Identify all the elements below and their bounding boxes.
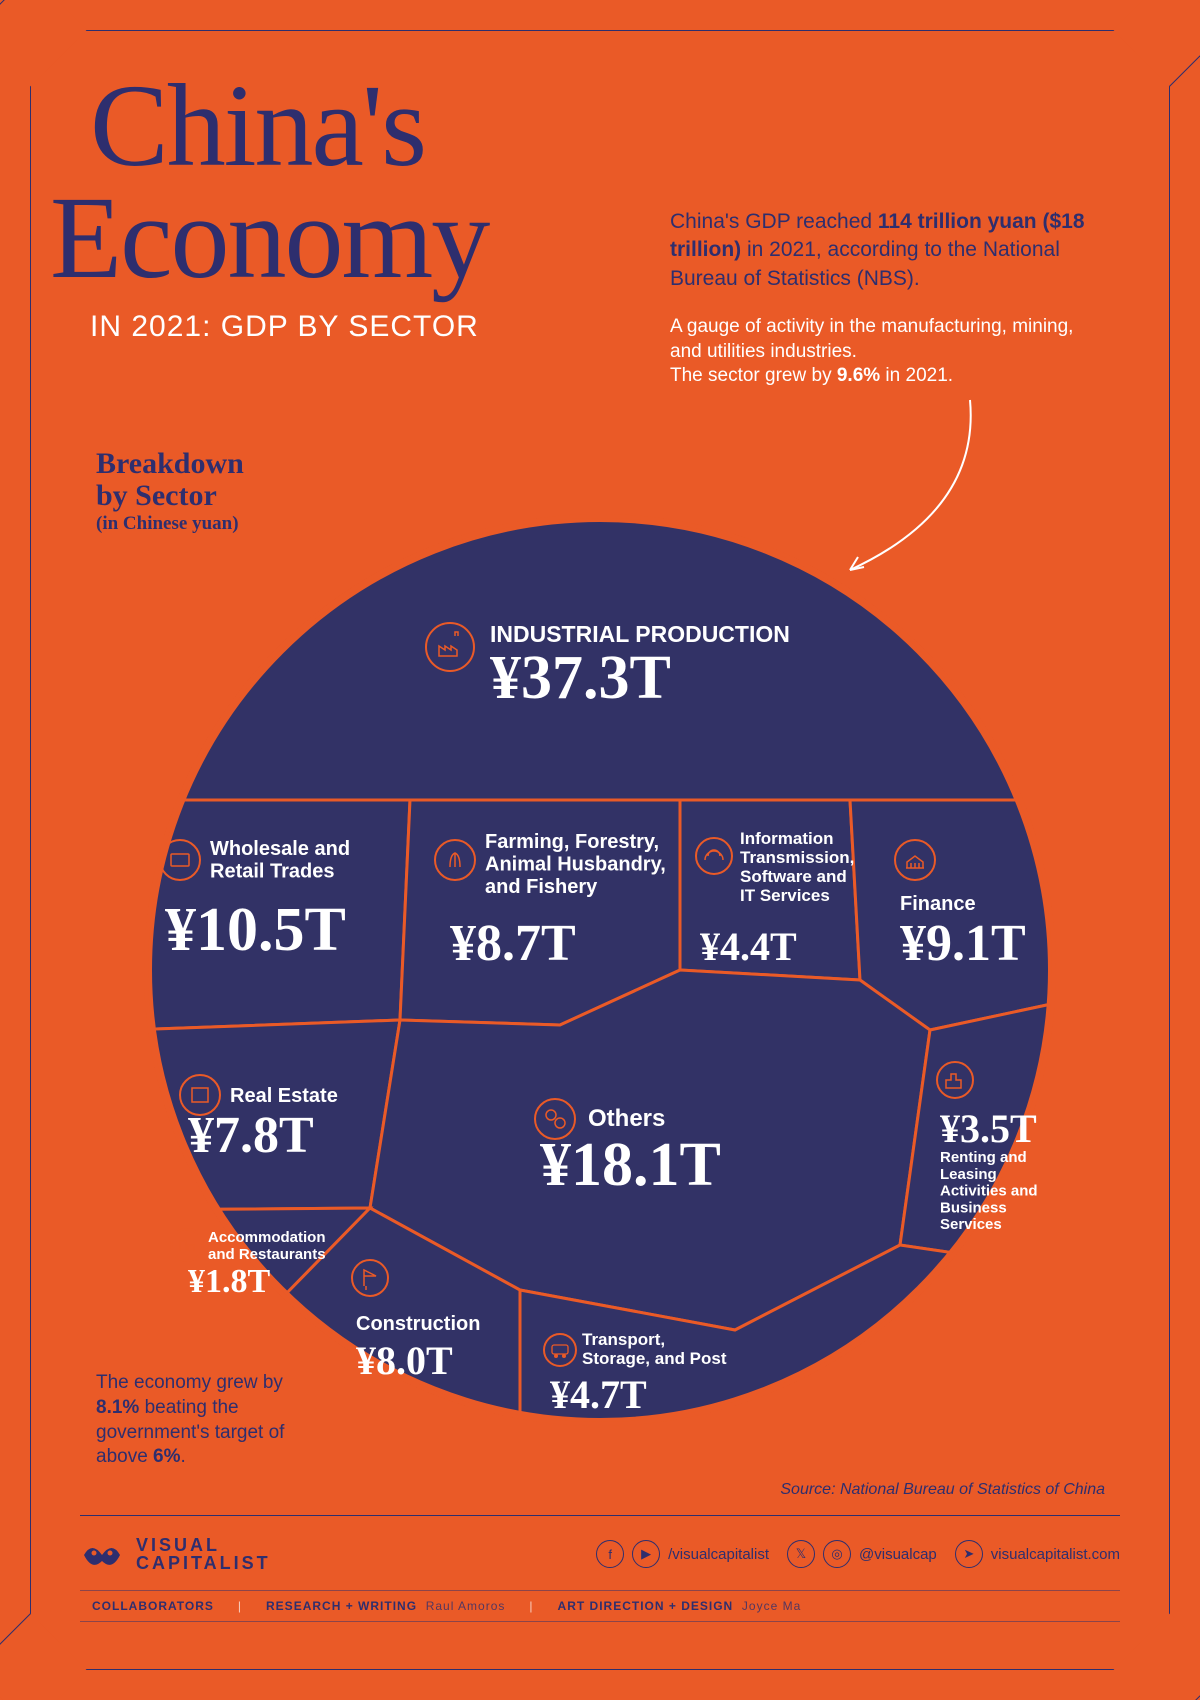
svg-text:¥1.8T: ¥1.8T bbox=[188, 1263, 271, 1300]
svg-text:¥4.7T: ¥4.7T bbox=[550, 1372, 647, 1417]
social-links: f ▶ /visualcapitalist 𝕏 ◎ @visualcap ➤ v… bbox=[596, 1540, 1120, 1568]
intro-text: China's GDP reached 114 trillion yuan ($… bbox=[670, 208, 1110, 389]
svg-text:Wholesale andRetail Trades: Wholesale andRetail Trades bbox=[210, 838, 350, 882]
research-credit: Raul Amoros bbox=[426, 1599, 506, 1613]
voronoi-chart: INDUSTRIAL PRODUCTION ¥37.3T Wholesale a… bbox=[60, 470, 1140, 1470]
frame-corner bbox=[1113, 0, 1200, 87]
footer: VISUAL CAPITALIST f ▶ /visualcapitalist … bbox=[80, 1515, 1120, 1625]
credits-bar: COLLABORATORS | RESEARCH + WRITING Raul … bbox=[80, 1590, 1120, 1622]
intro-paragraph-2: A gauge of activity in the manufacturing… bbox=[670, 315, 1110, 389]
frame-corner bbox=[1113, 1613, 1200, 1700]
svg-text:Renting andLeasingActivities a: Renting andLeasingActivities andBusiness… bbox=[940, 1149, 1038, 1233]
svg-text:Construction: Construction bbox=[356, 1313, 480, 1335]
youtube-icon[interactable]: ▶ bbox=[632, 1540, 660, 1568]
svg-text:¥8.0T: ¥8.0T bbox=[356, 1338, 453, 1383]
brand-logo: VISUAL CAPITALIST bbox=[80, 1536, 271, 1572]
truck-icon bbox=[562, 1354, 566, 1358]
collaborators-label: COLLABORATORS bbox=[92, 1599, 214, 1613]
subtitle: IN 2021: GDP BY SECTOR bbox=[90, 310, 650, 344]
brand-text-2: CAPITALIST bbox=[136, 1554, 271, 1572]
svg-text:¥9.1T: ¥9.1T bbox=[900, 915, 1026, 972]
svg-text:¥37.3T: ¥37.3T bbox=[490, 644, 671, 712]
svg-text:Accommodationand Restaurants: Accommodationand Restaurants bbox=[208, 1229, 326, 1263]
svg-text:¥7.8T: ¥7.8T bbox=[188, 1107, 314, 1164]
svg-text:Real Estate: Real Estate bbox=[230, 1085, 338, 1107]
svg-text:¥4.4T: ¥4.4T bbox=[700, 924, 797, 969]
cursor-icon[interactable]: ➤ bbox=[955, 1540, 983, 1568]
title-line-2: Economy bbox=[50, 182, 650, 294]
svg-text:¥3.5T: ¥3.5T bbox=[940, 1106, 1037, 1151]
title-line-1: China's bbox=[90, 70, 650, 182]
svg-text:¥18.1T: ¥18.1T bbox=[540, 1131, 721, 1199]
twitter-icon[interactable]: 𝕏 bbox=[787, 1540, 815, 1568]
title-block: China's Economy IN 2021: GDP BY SECTOR bbox=[90, 70, 650, 344]
svg-text:Others: Others bbox=[588, 1105, 665, 1132]
brand-text-1: VISUAL bbox=[136, 1536, 271, 1554]
main-title: China's Economy bbox=[90, 70, 650, 294]
source-citation: Source: National Bureau of Statistics of… bbox=[780, 1481, 1105, 1499]
facebook-icon[interactable]: f bbox=[596, 1540, 624, 1568]
social-handle-2: @visualcap bbox=[859, 1546, 937, 1563]
restaurant-icon bbox=[180, 1241, 194, 1251]
intro-paragraph-1: China's GDP reached 114 trillion yuan ($… bbox=[670, 208, 1110, 293]
social-handle-1: /visualcapitalist bbox=[668, 1546, 769, 1563]
svg-text:Finance: Finance bbox=[900, 893, 976, 915]
frame-corner bbox=[0, 0, 87, 87]
svg-text:¥8.7T: ¥8.7T bbox=[450, 915, 576, 972]
infographic-page: China's Economy IN 2021: GDP BY SECTOR C… bbox=[0, 0, 1200, 1700]
design-credit: Joyce Ma bbox=[742, 1599, 801, 1613]
growth-note: The economy grew by 8.1% beating the gov… bbox=[96, 1371, 316, 1470]
instagram-icon[interactable]: ◎ bbox=[823, 1540, 851, 1568]
website-url: visualcapitalist.com bbox=[991, 1546, 1120, 1563]
label-wholesale: Wholesale andRetail Trades ¥10.5T bbox=[160, 838, 350, 964]
frame-corner bbox=[0, 1613, 87, 1700]
svg-text:¥10.5T: ¥10.5T bbox=[165, 896, 346, 964]
logo-icon bbox=[80, 1537, 124, 1571]
